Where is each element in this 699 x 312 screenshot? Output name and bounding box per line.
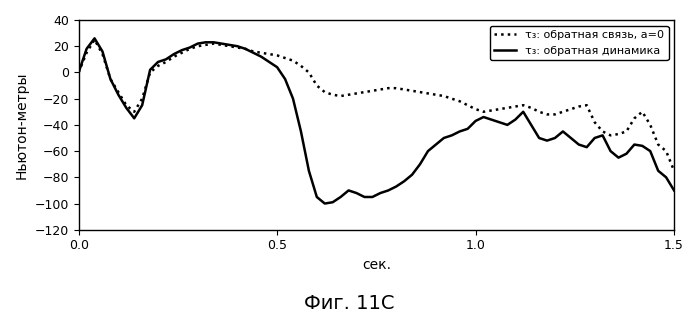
τ₃: обратная связь, a=0: (0.8, -12): обратная связь, a=0: (0.8, -12)	[392, 86, 401, 90]
τ₃: обратная динамика: (0.62, -100): обратная динамика: (0.62, -100)	[321, 202, 329, 205]
τ₃: обратная связь, a=0: (1.02, -30): обратная связь, a=0: (1.02, -30)	[480, 110, 488, 114]
X-axis label: сек.: сек.	[362, 258, 391, 272]
τ₃: обратная динамика: (1.04, -36): обратная динамика: (1.04, -36)	[487, 118, 496, 121]
τ₃: обратная связь, a=0: (0.04, 25): обратная связь, a=0: (0.04, 25)	[90, 38, 99, 41]
Text: Фиг. 11С: Фиг. 11С	[304, 294, 395, 312]
τ₃: обратная связь, a=0: (0.16, -20): обратная связь, a=0: (0.16, -20)	[138, 97, 146, 100]
Line: τ₃: обратная связь, a=0: τ₃: обратная связь, a=0	[79, 40, 674, 171]
τ₃: обратная связь, a=0: (0.98, -25): обратная связь, a=0: (0.98, -25)	[463, 103, 472, 107]
τ₃: обратная связь, a=0: (0.54, 9): обратная связь, a=0: (0.54, 9)	[289, 59, 297, 62]
τ₃: обратная связь, a=0: (1.5, -75): обратная связь, a=0: (1.5, -75)	[670, 169, 678, 173]
τ₃: обратная динамика: (1.5, -90): обратная динамика: (1.5, -90)	[670, 188, 678, 192]
τ₃: обратная динамика: (0, 0): обратная динамика: (0, 0)	[75, 71, 83, 74]
Y-axis label: Ньютон-метры: Ньютон-метры	[15, 71, 29, 179]
τ₃: обратная динамика: (1, -37): обратная динамика: (1, -37)	[471, 119, 480, 123]
τ₃: обратная динамика: (0.04, 26): обратная динамика: (0.04, 26)	[90, 37, 99, 40]
τ₃: обратная связь, a=0: (0, 0): обратная связь, a=0: (0, 0)	[75, 71, 83, 74]
τ₃: обратная динамика: (1.24, -50): обратная динамика: (1.24, -50)	[567, 136, 575, 140]
Line: τ₃: обратная динамика: τ₃: обратная динамика	[79, 38, 674, 203]
Legend: τ₃: обратная связь, a=0, τ₃: обратная динамика: τ₃: обратная связь, a=0, τ₃: обратная ди…	[489, 26, 668, 60]
τ₃: обратная связь, a=0: (1.22, -30): обратная связь, a=0: (1.22, -30)	[559, 110, 567, 114]
τ₃: обратная динамика: (0.82, -83): обратная динамика: (0.82, -83)	[400, 179, 408, 183]
τ₃: обратная динамика: (0.54, -20): обратная динамика: (0.54, -20)	[289, 97, 297, 100]
τ₃: обратная динамика: (0.16, -25): обратная динамика: (0.16, -25)	[138, 103, 146, 107]
